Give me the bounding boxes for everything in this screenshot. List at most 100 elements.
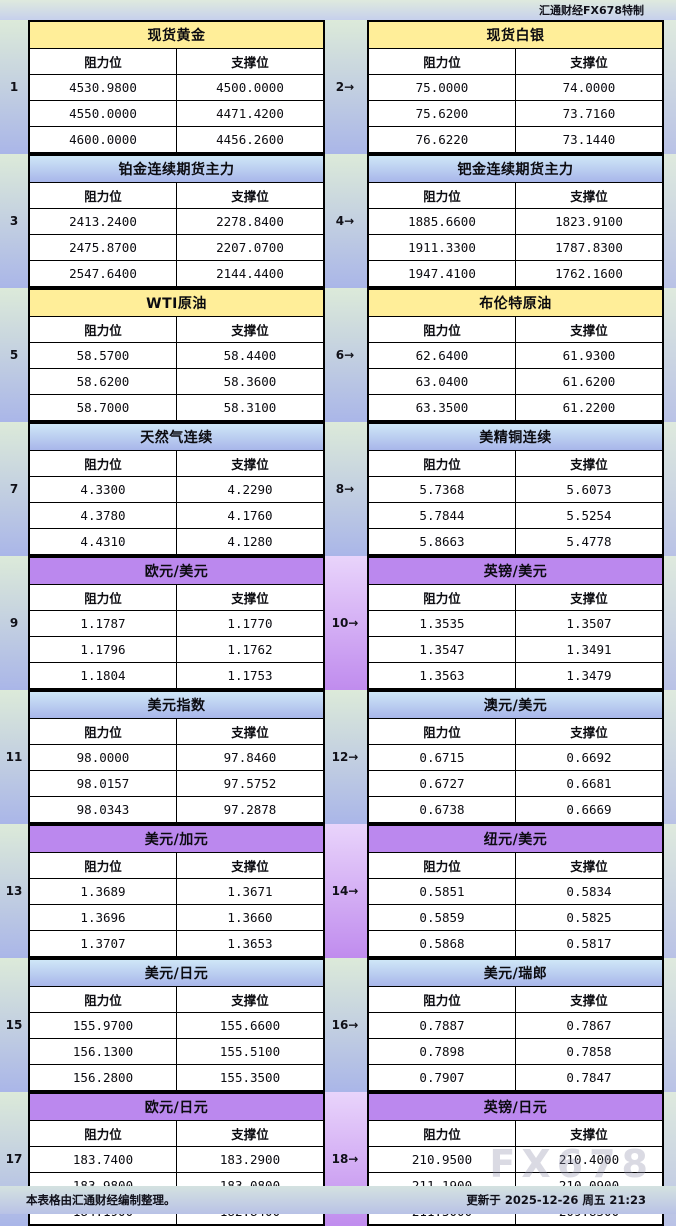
support-value: 1787.8300 <box>515 234 664 261</box>
row-index-15: 15 <box>0 958 28 1092</box>
support-value: 2207.0700 <box>176 234 325 261</box>
instrument-title: 澳元/美元 <box>368 691 663 719</box>
level-row: 0.7898 0.7858 <box>367 1038 664 1065</box>
resistance-header: 阻力位 <box>367 584 516 611</box>
support-value: 1.3660 <box>176 904 325 931</box>
resistance-header: 阻力位 <box>367 718 516 745</box>
resistance-value: 1.3563 <box>367 662 516 690</box>
support-header: 支撑位 <box>176 182 325 209</box>
level-row: 98.0343 97.2878 <box>28 796 325 824</box>
level-row: 155.9700 155.6600 <box>28 1012 325 1039</box>
resistance-value: 5.8663 <box>367 528 516 556</box>
level-row: 0.6738 0.6669 <box>367 796 664 824</box>
support-value: 2144.4400 <box>176 260 325 288</box>
support-value: 58.3600 <box>176 368 325 395</box>
instrument-cell-right: 澳元/美元 阻力位 支撑位 0.6715 0.6692 0.6727 0.6681 0.673… <box>367 690 664 824</box>
support-value: 155.6600 <box>176 1012 325 1039</box>
level-row: 4.3780 4.1760 <box>28 502 325 529</box>
level-row: 1885.6600 1823.9100 <box>367 208 664 235</box>
resistance-value: 1.3696 <box>28 904 177 931</box>
level-row: 58.7000 58.3100 <box>28 394 325 422</box>
level-row: 63.0400 61.6200 <box>367 368 664 395</box>
support-value: 0.5817 <box>515 930 664 958</box>
support-header: 支撑位 <box>515 316 664 343</box>
resistance-value: 1885.6600 <box>367 208 516 235</box>
resistance-value: 0.6738 <box>367 796 516 824</box>
level-row: 75.0000 74.0000 <box>367 74 664 101</box>
instrument-block-16: 美元/瑞郎 阻力位 支撑位 0.7887 0.7867 0.7898 0.7858 0.790… <box>367 958 664 1092</box>
right-rail <box>664 422 676 556</box>
instrument-block-9: 欧元/美元 阻力位 支撑位 1.1787 1.1770 1.1796 1.1762 1.180… <box>28 556 325 690</box>
row-index-9: 9 <box>0 556 28 690</box>
resistance-header: 阻力位 <box>28 852 177 879</box>
resistance-header: 阻力位 <box>28 986 177 1013</box>
instrument-block-13: 美元/加元 阻力位 支撑位 1.3689 1.3671 1.3696 1.3660 1.370… <box>28 824 325 958</box>
instrument-block-11: 美元指数 阻力位 支撑位 98.0000 97.8460 98.0157 97.5752 98… <box>28 690 325 824</box>
instrument-block-7: 天然气连续 阻力位 支撑位 4.3300 4.2290 4.3780 4.1760 4.431… <box>28 422 325 556</box>
support-value: 1.1753 <box>176 662 325 690</box>
level-row: 1911.3300 1787.8300 <box>367 234 664 261</box>
level-row: 4.3300 4.2290 <box>28 476 325 503</box>
resistance-header: 阻力位 <box>28 1120 177 1147</box>
level-row: 58.5700 58.4400 <box>28 342 325 369</box>
level-row: 2547.6400 2144.4400 <box>28 260 325 288</box>
level-row: 1.1804 1.1753 <box>28 662 325 690</box>
level-row: 1947.4100 1762.1600 <box>367 260 664 288</box>
support-value: 97.2878 <box>176 796 325 824</box>
resistance-header: 阻力位 <box>367 316 516 343</box>
level-row: 98.0157 97.5752 <box>28 770 325 797</box>
resistance-value: 58.7000 <box>28 394 177 422</box>
instrument-cell-left: 天然气连续 阻力位 支撑位 4.3300 4.2290 4.3780 4.1760 4.431… <box>28 422 325 556</box>
resistance-value: 4600.0000 <box>28 126 177 154</box>
instrument-cell-left: 美元/日元 阻力位 支撑位 155.9700 155.6600 156.1300 155.5… <box>28 958 325 1092</box>
support-value: 183.2900 <box>176 1146 325 1173</box>
support-value: 4.1280 <box>176 528 325 556</box>
support-value: 5.5254 <box>515 502 664 529</box>
support-value: 210.4000 <box>515 1146 664 1173</box>
level-row: 4600.0000 4456.2600 <box>28 126 325 154</box>
row-index-13: 13 <box>0 824 28 958</box>
support-value: 0.7867 <box>515 1012 664 1039</box>
footer-updated-stamp: 更新于 2025-12-26 周五 21:23 <box>466 1193 646 1207</box>
level-row: 183.7400 183.2900 <box>28 1146 325 1173</box>
level-row: 76.6220 73.1440 <box>367 126 664 154</box>
support-value: 73.7160 <box>515 100 664 127</box>
footer-note: 本表格由汇通财经编制整理。 <box>26 1193 176 1207</box>
instrument-cell-right: 英镑/美元 阻力位 支撑位 1.3535 1.3507 1.3547 1.3491 1.356… <box>367 556 664 690</box>
resistance-value: 2547.6400 <box>28 260 177 288</box>
level-row: 5.7368 5.6073 <box>367 476 664 503</box>
resistance-value: 183.7400 <box>28 1146 177 1173</box>
level-row: 0.5868 0.5817 <box>367 930 664 958</box>
resistance-value: 4.3300 <box>28 476 177 503</box>
resistance-header: 阻力位 <box>28 48 177 75</box>
resistance-value: 4.3780 <box>28 502 177 529</box>
right-rail <box>664 690 676 824</box>
level-row: 1.3707 1.3653 <box>28 930 325 958</box>
support-header: 支撑位 <box>515 450 664 477</box>
instrument-block-4: 钯金连续期货主力 阻力位 支撑位 1885.6600 1823.9100 1911.330… <box>367 154 664 288</box>
support-header: 支撑位 <box>176 852 325 879</box>
resistance-value: 0.7887 <box>367 1012 516 1039</box>
instrument-cell-left: 现货黄金 阻力位 支撑位 4530.9800 4500.0000 4550.0000 447… <box>28 20 325 154</box>
level-row: 5.7844 5.5254 <box>367 502 664 529</box>
instrument-cell-left: 美元指数 阻力位 支撑位 98.0000 97.8460 98.0157 97.5752 98… <box>28 690 325 824</box>
support-value: 0.6669 <box>515 796 664 824</box>
support-value: 61.2200 <box>515 394 664 422</box>
level-row: 0.6715 0.6692 <box>367 744 664 771</box>
instrument-block-14: 纽元/美元 阻力位 支撑位 0.5851 0.5834 0.5859 0.5825 0.586… <box>367 824 664 958</box>
row-index-7: 7 <box>0 422 28 556</box>
support-value: 1.3479 <box>515 662 664 690</box>
support-value: 0.7858 <box>515 1038 664 1065</box>
level-row: 1.3547 1.3491 <box>367 636 664 663</box>
support-value: 1.1762 <box>176 636 325 663</box>
support-header: 支撑位 <box>515 1120 664 1147</box>
support-value: 97.8460 <box>176 744 325 771</box>
support-value: 4456.2600 <box>176 126 325 154</box>
resistance-value: 58.5700 <box>28 342 177 369</box>
resistance-header: 阻力位 <box>367 852 516 879</box>
level-row: 1.1787 1.1770 <box>28 610 325 637</box>
row-index-8: 8→ <box>325 422 367 556</box>
support-value: 0.6692 <box>515 744 664 771</box>
resistance-value: 156.2800 <box>28 1064 177 1092</box>
support-value: 1.3507 <box>515 610 664 637</box>
